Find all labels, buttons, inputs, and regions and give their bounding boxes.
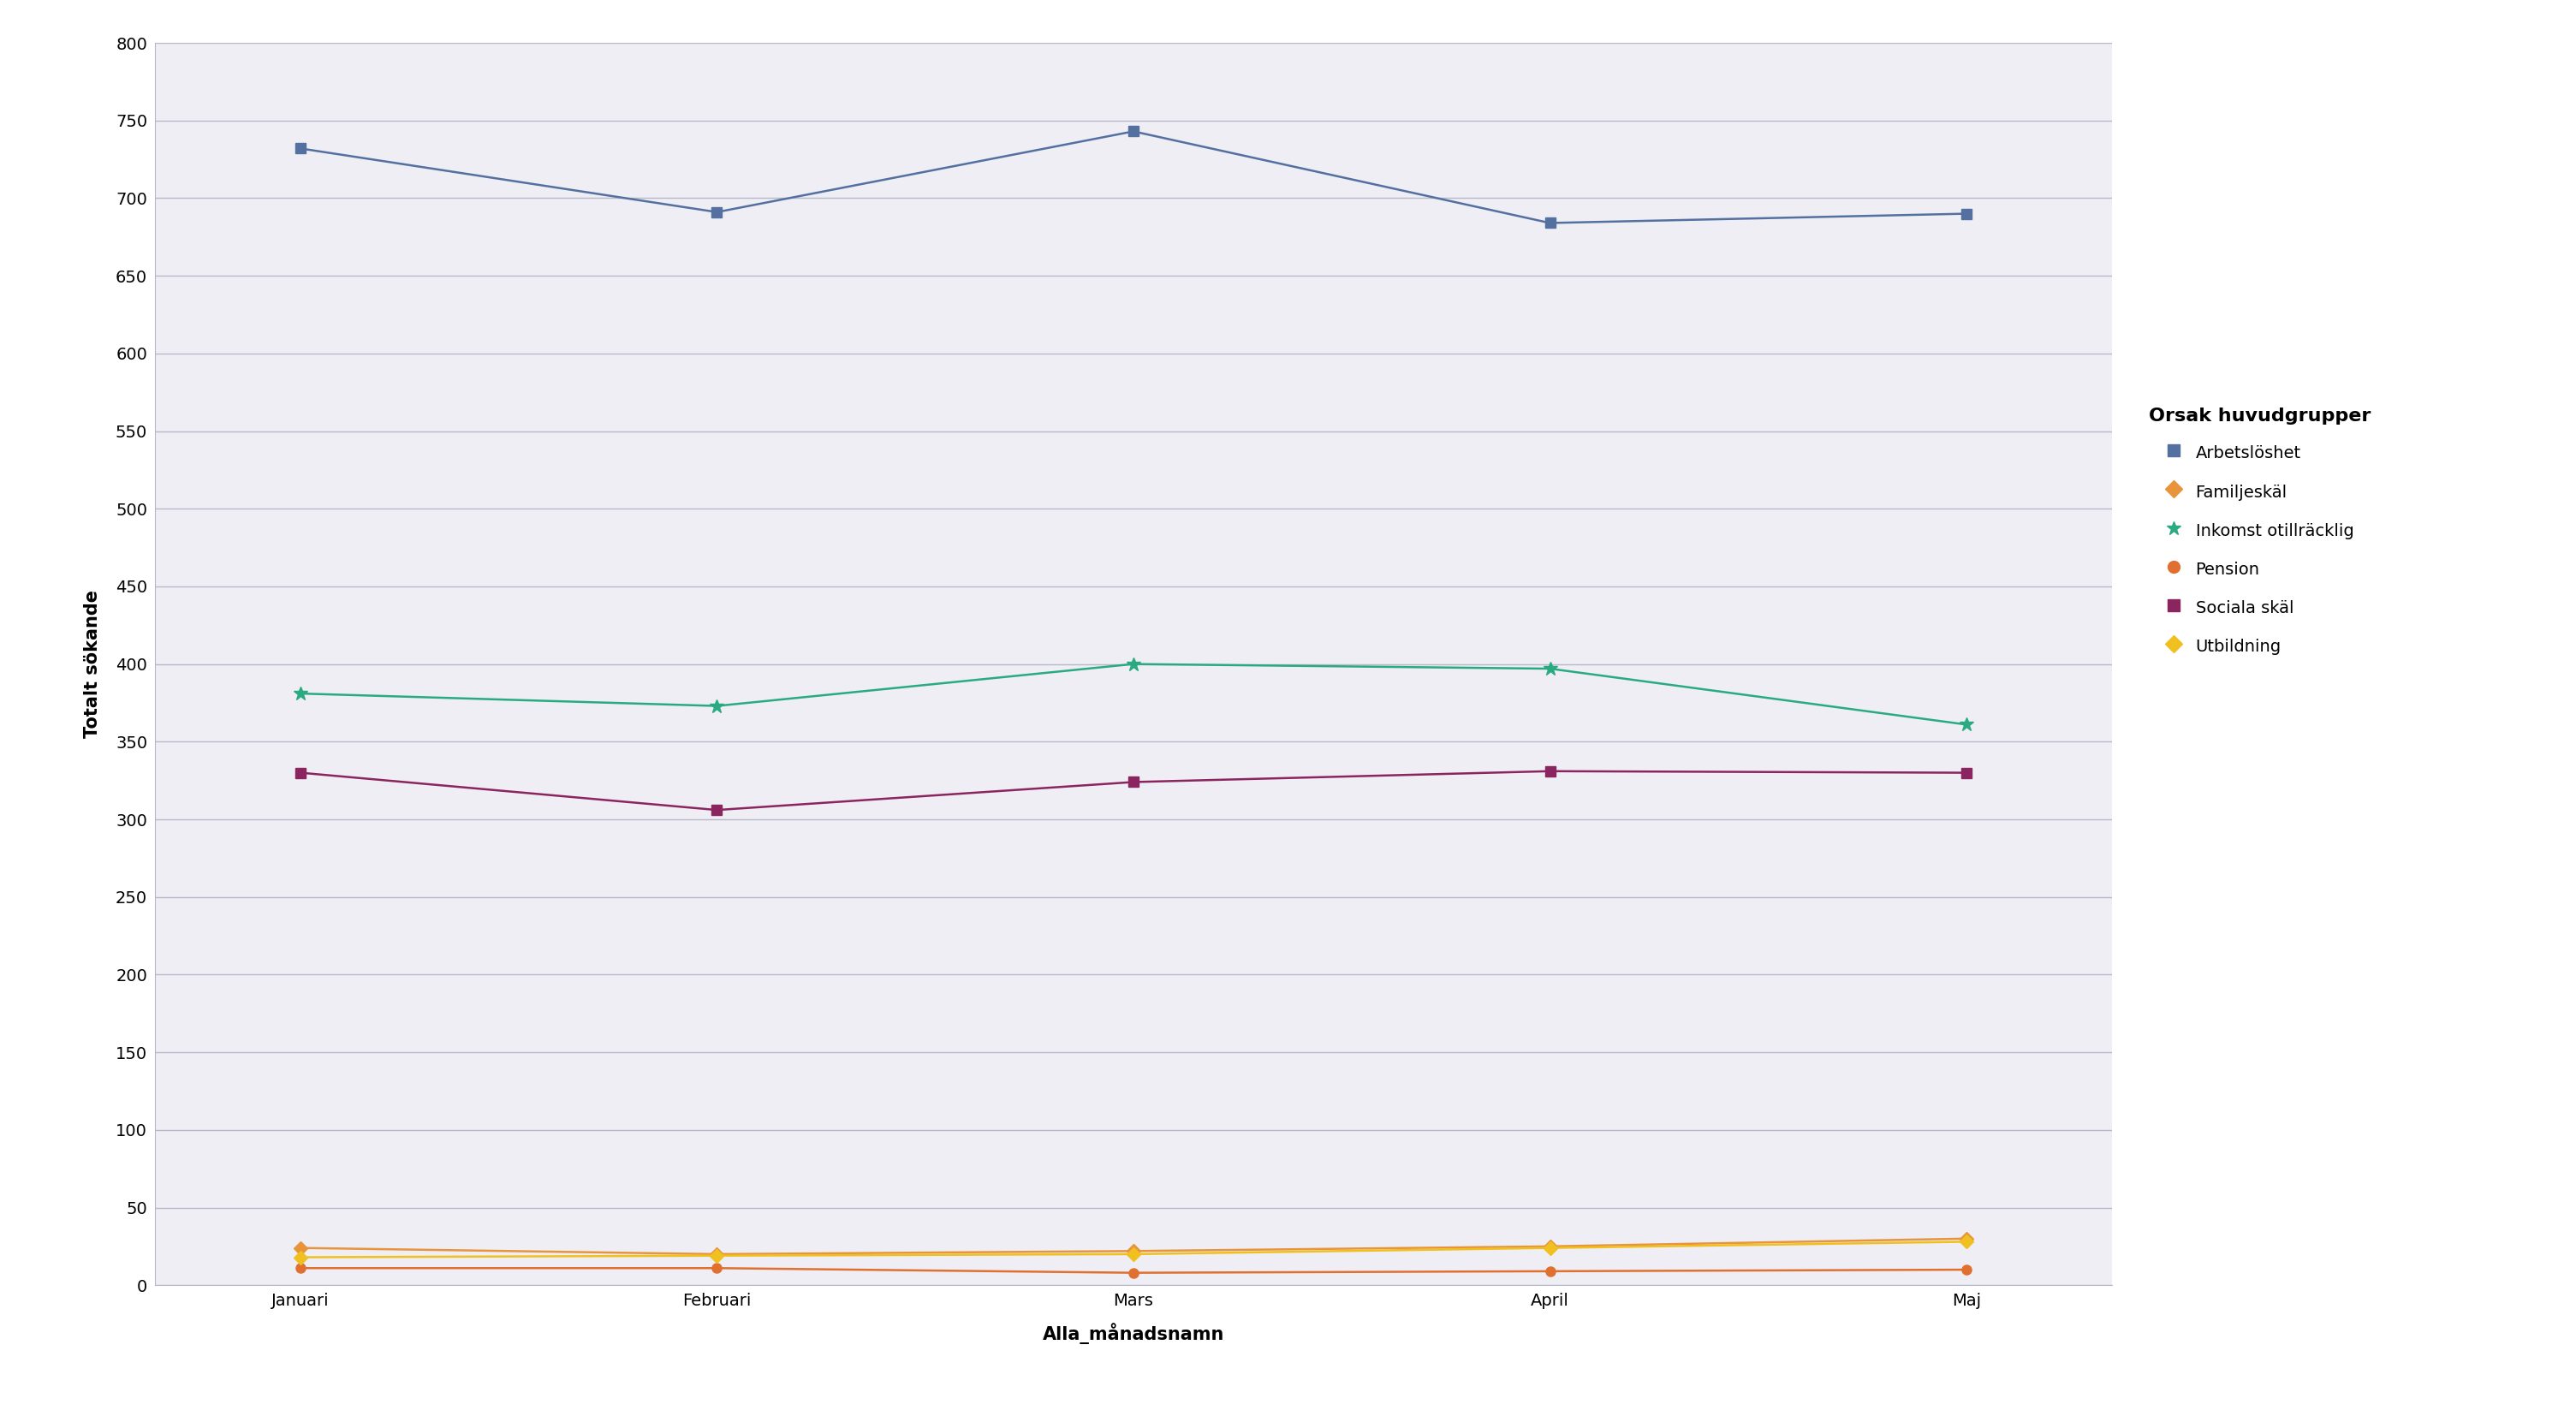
X-axis label: Alla_månadsnamn: Alla_månadsnamn [1043, 1322, 1224, 1344]
Line: Inkomst otillräcklig: Inkomst otillräcklig [294, 657, 1973, 731]
Pension [701, 1259, 732, 1277]
Sociala skäl [1950, 764, 1981, 781]
Y-axis label: Totalt sökande: Totalt sökande [85, 590, 100, 738]
Inkomst otillräcklig [286, 685, 317, 703]
Utbildning [701, 1247, 732, 1264]
Familjeskäl [286, 1240, 317, 1257]
Sociala skäl [1118, 774, 1149, 791]
Familjeskäl [1950, 1230, 1981, 1247]
Utbildning [1118, 1245, 1149, 1262]
Arbetslöshet [1118, 123, 1149, 140]
Familjeskäl [1535, 1238, 1566, 1255]
Familjeskäl [1118, 1242, 1149, 1259]
Sociala skäl [701, 801, 732, 818]
Line: Arbetslöshet: Arbetslöshet [296, 127, 1971, 227]
Utbildning [286, 1248, 317, 1265]
Familjeskäl [701, 1245, 732, 1262]
Inkomst otillräcklig [701, 697, 732, 714]
Line: Utbildning: Utbildning [296, 1237, 1971, 1262]
Inkomst otillräcklig [1535, 660, 1566, 677]
Pension [286, 1259, 317, 1277]
Sociala skäl [286, 764, 317, 781]
Utbildning [1535, 1240, 1566, 1257]
Pension [1118, 1264, 1149, 1281]
Inkomst otillräcklig [1950, 715, 1981, 733]
Arbetslöshet [1950, 206, 1981, 223]
Pension [1535, 1262, 1566, 1279]
Sociala skäl [1535, 763, 1566, 780]
Arbetslöshet [701, 204, 732, 221]
Inkomst otillräcklig [1118, 655, 1149, 673]
Line: Pension: Pension [296, 1264, 1971, 1278]
Arbetslöshet [286, 140, 317, 157]
Arbetslöshet [1535, 214, 1566, 231]
Line: Sociala skäl: Sociala skäl [296, 767, 1971, 815]
Pension [1950, 1261, 1981, 1278]
Line: Familjeskäl: Familjeskäl [296, 1234, 1971, 1259]
Legend: Arbetslöshet, Familjeskäl, Inkomst otillräcklig, Pension, Sociala skäl, Utbildni: Arbetslöshet, Familjeskäl, Inkomst otill… [2141, 398, 2378, 664]
Utbildning [1950, 1234, 1981, 1251]
